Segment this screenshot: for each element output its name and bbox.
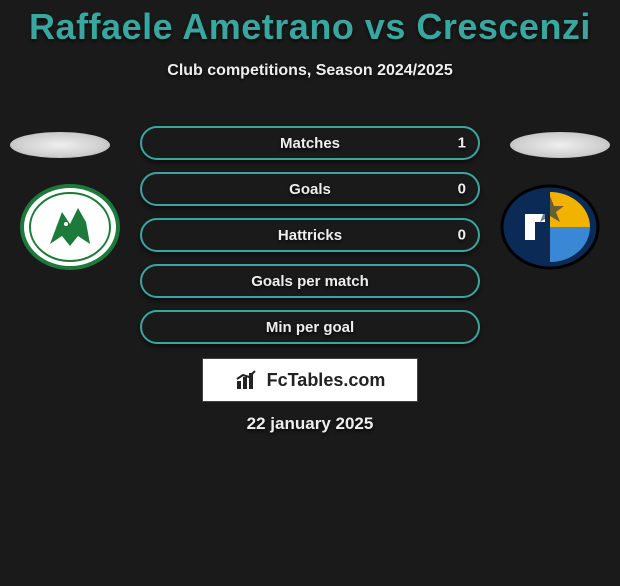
stat-label: Matches [280,135,340,152]
brand-text: FcTables.com [267,370,386,391]
stat-row-min-per-goal: Min per goal [140,310,480,344]
stat-right-value: 1 [458,135,466,152]
stat-right-value: 0 [458,227,466,244]
brand-box: FcTables.com [202,358,418,402]
club-crest-left [20,184,120,270]
avellino-crest-icon [20,184,120,270]
stat-right-value: 0 [458,181,466,198]
date-text: 22 january 2025 [0,414,620,434]
stat-row-goals: Goals 0 [140,172,480,206]
stats-panel: Matches 1 Goals 0 Hattricks 0 Goals per … [140,126,480,356]
stat-row-hattricks: Hattricks 0 [140,218,480,252]
stat-label: Min per goal [266,319,354,336]
stat-label: Goals [289,181,331,198]
stat-row-goals-per-match: Goals per match [140,264,480,298]
stat-label: Hattricks [278,227,342,244]
bar-chart-icon [235,369,261,391]
player-left-halo [10,132,110,158]
stat-row-matches: Matches 1 [140,126,480,160]
page-subtitle: Club competitions, Season 2024/2025 [0,62,620,80]
page-title: Raffaele Ametrano vs Crescenzi [0,6,620,48]
player-right-halo [510,132,610,158]
club-crest-right [500,184,600,270]
stat-label: Goals per match [251,273,369,290]
latina-crest-icon [500,184,600,270]
